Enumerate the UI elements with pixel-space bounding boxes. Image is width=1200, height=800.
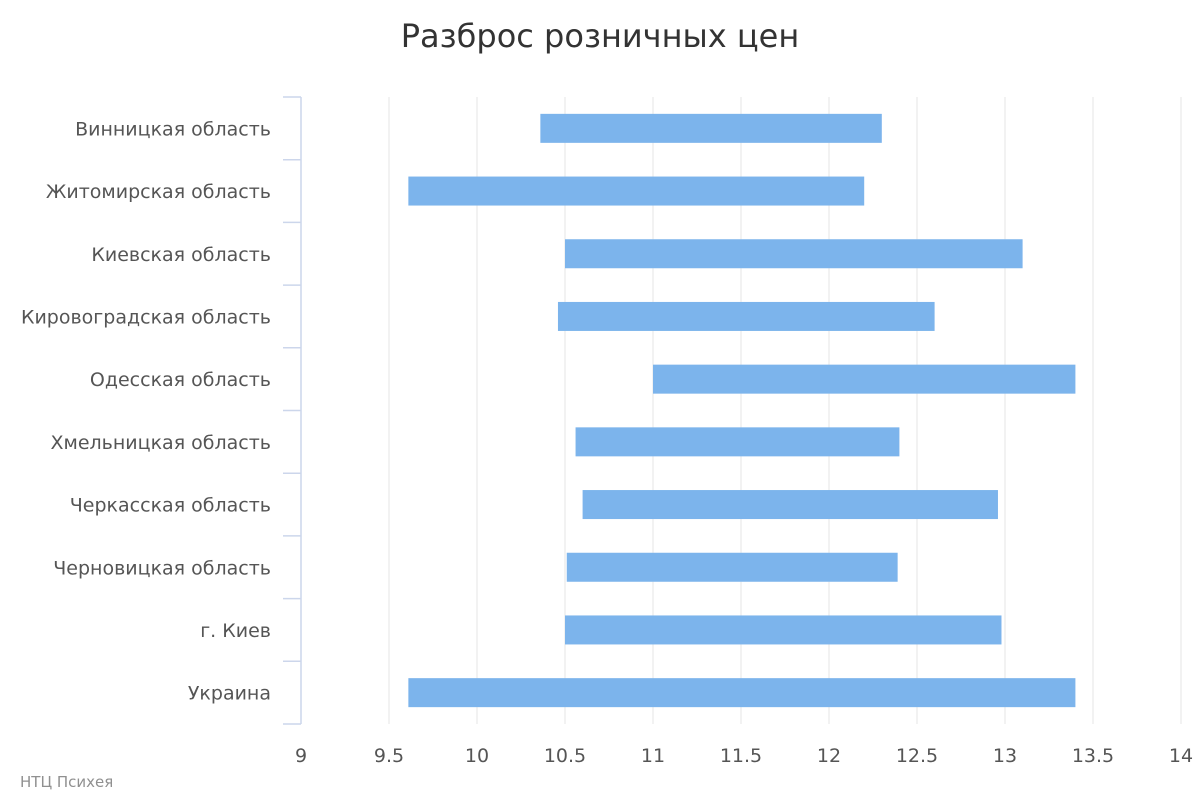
range-bar [566, 552, 898, 582]
range-bar [540, 113, 882, 143]
x-tick-label: 9 [295, 745, 307, 767]
category-labels: Винницкая область Житомирская область Киев… [21, 118, 271, 704]
category-label: Хмельницкая область [50, 432, 271, 454]
range-bar [653, 364, 1076, 394]
credit-text: НТЦ Психея [20, 773, 114, 791]
x-tick-label: 12 [817, 745, 841, 767]
category-label: Черкасская область [70, 495, 271, 517]
x-tick-label: 11.5 [720, 745, 762, 767]
category-axis [283, 96, 302, 725]
category-label: Кировоградская область [21, 306, 271, 328]
x-tick-label: 11 [641, 745, 665, 767]
range-bar [557, 301, 935, 331]
range-bar [408, 678, 1076, 708]
x-tick-label: 14 [1169, 745, 1193, 767]
bars [408, 113, 1076, 708]
category-label: Черновицкая область [53, 557, 271, 579]
x-tick-label: 12.5 [896, 745, 938, 767]
category-label: Киевская область [91, 244, 271, 266]
x-tick-label: 10 [465, 745, 489, 767]
category-label: Винницкая область [75, 118, 271, 140]
x-tick-label: 13 [993, 745, 1017, 767]
category-label: Одесская область [90, 369, 271, 391]
category-label: Житомирская область [46, 181, 271, 203]
x-tick-label: 9.5 [374, 745, 404, 767]
range-bar [565, 615, 1002, 645]
value-axis-labels: 9 9.5 10 10.5 11 11.5 12 12.5 13 13.5 14 [295, 745, 1193, 767]
range-bar [408, 176, 865, 206]
x-tick-label: 10.5 [544, 745, 586, 767]
category-label: Украина [188, 683, 271, 705]
range-bar [565, 239, 1023, 269]
x-tick-label: 13.5 [1072, 745, 1114, 767]
range-bar [575, 427, 900, 457]
chart-title: Разброс розничных цен [401, 17, 800, 55]
range-bar [582, 490, 998, 520]
category-label: г. Киев [200, 620, 271, 642]
